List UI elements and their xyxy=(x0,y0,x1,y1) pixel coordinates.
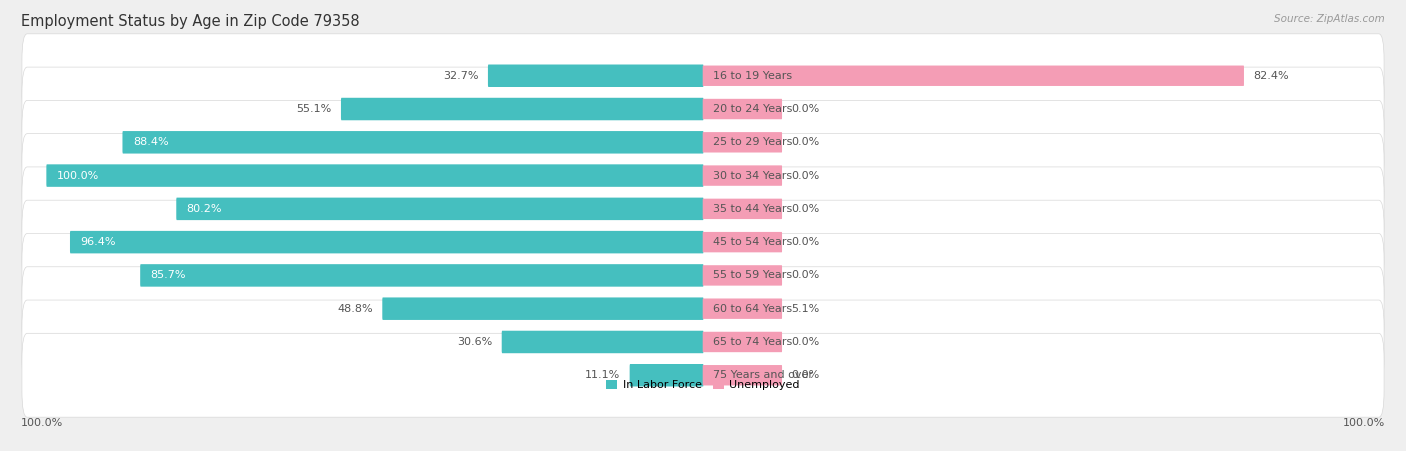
Text: 16 to 19 Years: 16 to 19 Years xyxy=(713,71,792,81)
FancyBboxPatch shape xyxy=(176,198,703,220)
FancyBboxPatch shape xyxy=(141,264,703,287)
FancyBboxPatch shape xyxy=(22,34,1384,118)
Text: 0.0%: 0.0% xyxy=(792,170,820,180)
FancyBboxPatch shape xyxy=(703,166,782,186)
Text: 32.7%: 32.7% xyxy=(443,71,478,81)
Text: 0.0%: 0.0% xyxy=(792,370,820,380)
Legend: In Labor Force, Unemployed: In Labor Force, Unemployed xyxy=(602,376,804,395)
FancyBboxPatch shape xyxy=(703,265,782,285)
Text: 80.2%: 80.2% xyxy=(187,204,222,214)
Text: 55.1%: 55.1% xyxy=(297,104,332,114)
FancyBboxPatch shape xyxy=(703,332,782,352)
FancyBboxPatch shape xyxy=(22,67,1384,151)
FancyBboxPatch shape xyxy=(342,98,703,120)
Text: 75 Years and over: 75 Years and over xyxy=(713,370,813,380)
FancyBboxPatch shape xyxy=(630,364,703,387)
FancyBboxPatch shape xyxy=(70,231,703,253)
Text: 82.4%: 82.4% xyxy=(1254,71,1289,81)
Text: 5.1%: 5.1% xyxy=(792,304,820,314)
Text: 0.0%: 0.0% xyxy=(792,204,820,214)
FancyBboxPatch shape xyxy=(46,164,703,187)
FancyBboxPatch shape xyxy=(703,132,782,152)
Text: 55 to 59 Years: 55 to 59 Years xyxy=(713,271,792,281)
FancyBboxPatch shape xyxy=(22,267,1384,350)
FancyBboxPatch shape xyxy=(22,101,1384,184)
Text: Source: ZipAtlas.com: Source: ZipAtlas.com xyxy=(1274,14,1385,23)
Text: 30.6%: 30.6% xyxy=(457,337,492,347)
Text: 25 to 29 Years: 25 to 29 Years xyxy=(713,137,792,147)
FancyBboxPatch shape xyxy=(703,65,1244,86)
FancyBboxPatch shape xyxy=(382,298,703,320)
Text: 48.8%: 48.8% xyxy=(337,304,373,314)
FancyBboxPatch shape xyxy=(703,99,782,119)
Text: 35 to 44 Years: 35 to 44 Years xyxy=(713,204,792,214)
FancyBboxPatch shape xyxy=(122,131,703,153)
FancyBboxPatch shape xyxy=(22,133,1384,217)
Text: 0.0%: 0.0% xyxy=(792,337,820,347)
Text: 0.0%: 0.0% xyxy=(792,104,820,114)
Text: 0.0%: 0.0% xyxy=(792,271,820,281)
FancyBboxPatch shape xyxy=(703,299,782,319)
FancyBboxPatch shape xyxy=(703,198,782,219)
FancyBboxPatch shape xyxy=(22,167,1384,251)
Text: 0.0%: 0.0% xyxy=(792,137,820,147)
FancyBboxPatch shape xyxy=(22,333,1384,417)
FancyBboxPatch shape xyxy=(703,232,782,253)
FancyBboxPatch shape xyxy=(22,300,1384,384)
Text: 60 to 64 Years: 60 to 64 Years xyxy=(713,304,792,314)
Text: 85.7%: 85.7% xyxy=(150,271,186,281)
Text: 20 to 24 Years: 20 to 24 Years xyxy=(713,104,792,114)
FancyBboxPatch shape xyxy=(502,331,703,353)
FancyBboxPatch shape xyxy=(22,200,1384,284)
Text: 96.4%: 96.4% xyxy=(80,237,115,247)
Text: Employment Status by Age in Zip Code 79358: Employment Status by Age in Zip Code 793… xyxy=(21,14,360,28)
Text: 11.1%: 11.1% xyxy=(585,370,620,380)
Text: 0.0%: 0.0% xyxy=(792,237,820,247)
Text: 100.0%: 100.0% xyxy=(1343,419,1385,428)
Text: 100.0%: 100.0% xyxy=(56,170,98,180)
Text: 30 to 34 Years: 30 to 34 Years xyxy=(713,170,792,180)
Text: 88.4%: 88.4% xyxy=(132,137,169,147)
FancyBboxPatch shape xyxy=(488,64,703,87)
FancyBboxPatch shape xyxy=(703,365,782,386)
FancyBboxPatch shape xyxy=(22,234,1384,318)
Text: 100.0%: 100.0% xyxy=(21,419,63,428)
Text: 45 to 54 Years: 45 to 54 Years xyxy=(713,237,792,247)
Text: 65 to 74 Years: 65 to 74 Years xyxy=(713,337,792,347)
